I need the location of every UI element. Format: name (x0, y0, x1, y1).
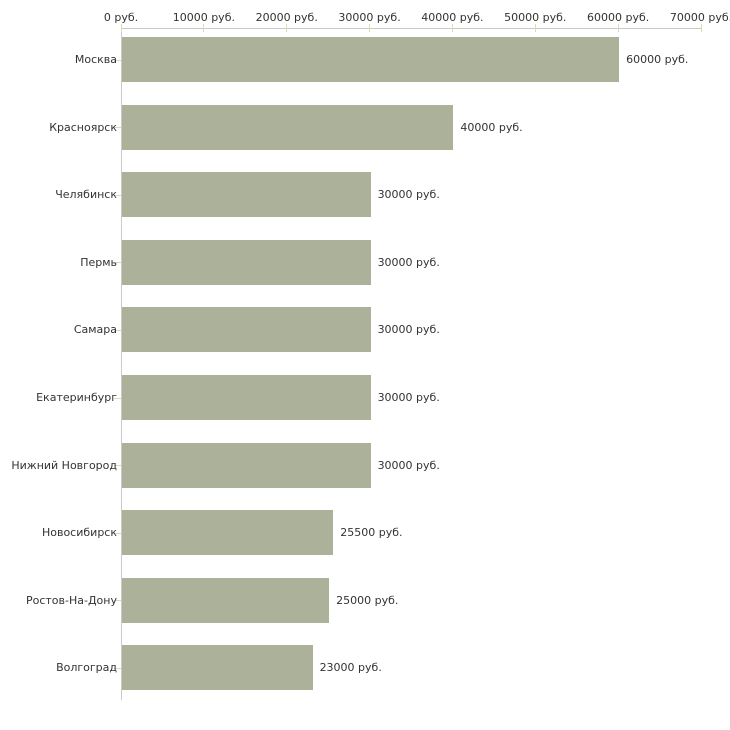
bar (122, 645, 313, 691)
x-tick-mark (451, 24, 453, 32)
category-label: Екатеринбург (36, 391, 117, 404)
category-label: Москва (74, 53, 117, 66)
x-tick-label: 40000 руб. (421, 11, 484, 24)
x-tick-label: 50000 руб. (504, 11, 567, 24)
x-tick-label: 0 руб. (103, 11, 139, 24)
bar (122, 375, 371, 420)
category-tick (114, 465, 121, 467)
category-tick (114, 329, 121, 331)
bar (122, 172, 371, 218)
bar (122, 307, 371, 353)
bar-value-label: 25000 руб. (336, 593, 399, 607)
bar-value-label: 23000 руб. (319, 661, 382, 675)
bar (122, 510, 334, 556)
category-tick (114, 667, 121, 669)
bar-value-label: 30000 руб. (377, 391, 440, 404)
x-tick-label: 70000 руб. (669, 11, 730, 24)
x-tick-label: 60000 руб. (587, 11, 650, 24)
x-axis-line (121, 28, 702, 29)
bar (122, 104, 454, 150)
bar-value-label: 30000 руб. (377, 323, 440, 337)
category-label: Красноярск (49, 120, 117, 134)
x-tick-label: 30000 руб. (338, 11, 401, 24)
x-tick-mark (286, 24, 288, 32)
category-label: Пермь (80, 255, 117, 269)
x-tick-label: 10000 руб. (172, 11, 235, 24)
category-tick (114, 194, 121, 196)
x-tick-mark (700, 24, 702, 32)
category-tick (114, 532, 121, 534)
bar (122, 239, 371, 285)
x-tick-mark (120, 24, 122, 32)
category-label: Самара (73, 323, 117, 337)
category-label: Новосибирск (41, 526, 117, 540)
bar (122, 577, 330, 623)
x-tick-mark (617, 24, 619, 32)
category-tick (114, 59, 121, 61)
category-label: Ростов-На-Дону (25, 593, 117, 607)
bar (122, 442, 371, 488)
bar-value-label: 30000 руб. (377, 255, 440, 269)
category-label: Волгоград (56, 661, 117, 675)
bar-value-label: 60000 руб. (626, 53, 689, 66)
x-tick-mark (369, 24, 371, 32)
category-tick (114, 600, 121, 602)
bar-value-label: 30000 руб. (377, 188, 440, 202)
bar-value-label: 40000 руб. (460, 120, 523, 134)
y-axis-line (121, 28, 122, 700)
x-tick-mark (534, 24, 536, 32)
category-label: Челябинск (55, 188, 117, 202)
bar-value-label: 30000 руб. (377, 458, 440, 472)
bar-value-label: 25500 руб. (340, 526, 403, 540)
category-tick (114, 262, 121, 264)
bar (122, 37, 620, 82)
x-tick-label: 20000 руб. (255, 11, 318, 24)
x-tick-mark (203, 24, 205, 32)
category-tick (114, 397, 121, 399)
category-tick (114, 127, 121, 129)
category-label: Нижний Новгород (11, 458, 117, 472)
